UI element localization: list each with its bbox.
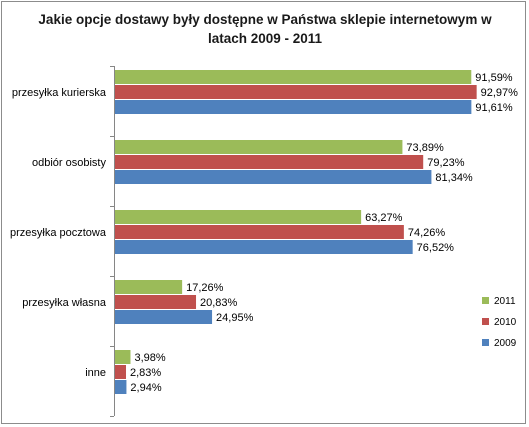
legend-entry: 2009 <box>494 338 517 349</box>
data-label: 79,23% <box>427 157 465 169</box>
category-label: przesyłka własna <box>22 297 107 309</box>
bar-2009 <box>115 240 413 254</box>
bar-2010 <box>115 225 404 239</box>
data-label: 92,97% <box>481 87 519 99</box>
bar-2011 <box>115 70 472 84</box>
legend-swatch <box>482 318 489 325</box>
data-label: 63,27% <box>365 212 403 224</box>
data-label: 20,83% <box>200 297 238 309</box>
legend-swatch <box>482 339 489 346</box>
legend-entry: 2010 <box>494 317 517 328</box>
bar-2009 <box>115 380 127 394</box>
data-label: 73,89% <box>406 142 444 154</box>
category-label: przesyłka kurierska <box>12 87 107 99</box>
data-label: 17,26% <box>186 282 224 294</box>
legend-entry: 2011 <box>494 296 516 307</box>
chart-title: Jakie opcje dostawy były dostępne w Pańs… <box>38 12 492 46</box>
category-label: przesyłka pocztowa <box>10 227 107 239</box>
category-label: inne <box>85 367 106 379</box>
bar-2009 <box>115 310 213 324</box>
bar-2010 <box>115 85 477 99</box>
bar-2011 <box>115 140 403 154</box>
data-label: 91,61% <box>475 102 513 114</box>
bar-2011 <box>115 210 362 224</box>
bar-2010 <box>115 365 127 379</box>
category-label: odbiór osobisty <box>32 157 106 169</box>
bar-2010 <box>115 295 197 309</box>
data-label: 74,26% <box>408 227 446 239</box>
data-label: 2,83% <box>130 367 161 379</box>
bar-2011 <box>115 280 183 294</box>
data-label: 81,34% <box>435 172 473 184</box>
data-label: 24,95% <box>216 312 254 324</box>
bar-2011 <box>115 350 131 364</box>
legend-swatch <box>482 297 489 304</box>
data-label: 2,94% <box>130 382 161 394</box>
data-label: 3,98% <box>134 352 165 364</box>
data-label: 91,59% <box>475 72 513 84</box>
bar-2009 <box>115 170 432 184</box>
bar-2010 <box>115 155 424 169</box>
data-label: 76,52% <box>417 242 455 254</box>
bar-2009 <box>115 100 472 114</box>
